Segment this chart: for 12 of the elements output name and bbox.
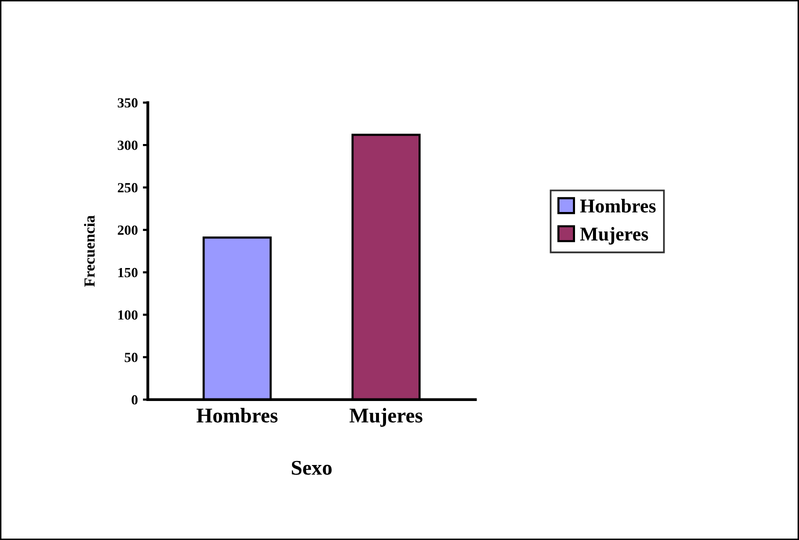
x-axis-title: Sexo [292, 460, 332, 475]
legend-label: Mujeres [580, 226, 648, 245]
legend-label: Hombres [580, 198, 656, 213]
y-tick-label: 50 [124, 352, 138, 362]
y-tick-label: 150 [118, 268, 138, 278]
y-tick-label: 250 [118, 183, 138, 192]
y-tick-label: 300 [118, 140, 138, 150]
y-axis-title: Frecuencia [84, 215, 95, 287]
y-tick-label: 100 [118, 310, 138, 320]
y-tick-label: 0 [132, 395, 138, 405]
y-tick-label: 200 [118, 225, 138, 235]
y-tick-label: 350 [118, 98, 138, 108]
